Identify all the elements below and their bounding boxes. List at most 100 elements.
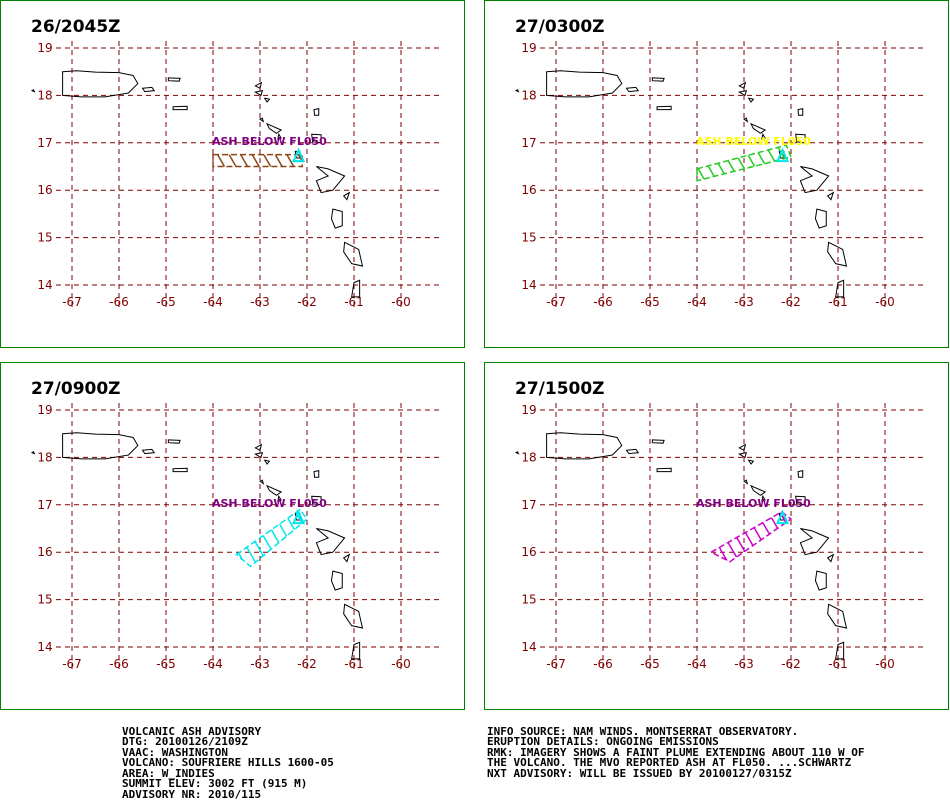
advisory-line: VAAC: WASHINGTON <box>122 745 228 759</box>
lat-tick-label: 18 <box>37 88 52 102</box>
coastline-shape <box>311 495 322 506</box>
coastline-shape <box>277 494 282 502</box>
lon-tick-label: -67 <box>546 295 566 309</box>
lon-tick-label: -64 <box>687 657 707 671</box>
lon-tick-label: -67 <box>546 657 566 671</box>
coastline-shape <box>826 191 835 201</box>
coastline-shape <box>343 241 364 267</box>
advisory-line: ADVISORY NR: 2010/115 <box>122 787 262 801</box>
lon-tick-label: -61 <box>344 657 364 671</box>
advisory-line: DTG: 20100126/2109Z <box>122 735 248 748</box>
coastline-shape <box>330 570 343 591</box>
lon-tick-label: -60 <box>875 295 895 309</box>
advisory-line: SUMMIT ELEV: 3002 FT (915 M) <box>122 777 308 790</box>
ash-level-label: ASH BELOW FL050 <box>696 135 811 148</box>
lat-tick-label: 14 <box>521 278 536 292</box>
coastline-shape <box>254 443 263 452</box>
lon-tick-label: -67 <box>62 295 82 309</box>
coastline-shape <box>749 484 767 496</box>
coastline-shape <box>514 450 520 455</box>
panel-time-label: 26/2045Z <box>31 17 121 37</box>
lat-tick-label: 17 <box>521 136 536 150</box>
ash-level-label: ASH BELOW FL050 <box>212 497 327 510</box>
volcano-marker-icon <box>775 147 790 163</box>
volcano-marker-icon <box>291 147 306 163</box>
coastline-shape <box>795 133 806 144</box>
coastline-shape <box>277 132 282 140</box>
panel-map-svg: -67 -66 -65 -64 -63 -62 -61 -60 19 18 17 16 15 14 ASH … <box>514 403 925 673</box>
lon-tick-label: -63 <box>734 295 754 309</box>
lon-tick-label: -65 <box>640 295 660 309</box>
coastline-shape <box>311 133 322 144</box>
lon-tick-label: -63 <box>250 295 270 309</box>
map-panel-3: 27/0900Z -67 -66 -65 -64 -63 -62 -61 -60 19 18 17 1… <box>0 362 465 710</box>
coastline-shape <box>738 443 747 452</box>
lon-tick-label: -60 <box>391 295 411 309</box>
lon-tick-label: -61 <box>828 657 848 671</box>
panel-time-label: 27/0900Z <box>31 379 121 399</box>
coastline-shape <box>799 528 830 556</box>
lat-tick-label: 16 <box>37 183 52 197</box>
advisory-left-block: VOLCANIC ASH ADVISORY DTG: 20100126/2109Z… <box>122 716 334 811</box>
coastline-shape <box>656 467 672 473</box>
coastline-shape <box>814 570 827 591</box>
coastline-shape <box>651 439 665 444</box>
lat-tick-label: 16 <box>521 183 536 197</box>
advisory-line: THE VOLCANO. THE MVO REPORTED ASH AT FL0… <box>487 756 852 769</box>
advisory-line: INFO SOURCE: NAM WINDS. MONTSERRAT OBSER… <box>487 724 799 738</box>
coastline-shape <box>827 603 848 629</box>
coastline-shape <box>737 90 748 97</box>
lon-tick-label: -64 <box>203 657 223 671</box>
coastline-shape <box>30 450 36 455</box>
lat-tick-label: 18 <box>521 450 536 464</box>
coastline-shape <box>167 77 181 82</box>
advisory-line: AREA: W_INDIES <box>122 766 215 780</box>
advisory-line: VOLCANO: SOUFRIERE HILLS 1600-05 <box>122 756 334 769</box>
coastline-shape <box>351 279 361 298</box>
coastline-shape <box>265 122 283 134</box>
coastline-shape <box>737 452 748 459</box>
coastline-shape <box>747 97 755 103</box>
coastline-shape <box>313 108 320 116</box>
coastline-shape <box>343 603 364 629</box>
coastline-shape <box>141 86 156 93</box>
lat-tick-label: 15 <box>37 231 52 245</box>
panel-map-svg: -67 -66 -65 -64 -63 -62 -61 -60 19 18 17 16 15 14 ASH … <box>30 403 441 673</box>
coastline-shape <box>514 88 520 93</box>
lat-tick-label: 19 <box>37 41 52 55</box>
coastline-shape <box>263 459 271 465</box>
lat-tick-label: 14 <box>37 278 52 292</box>
coastline-shape <box>827 241 848 267</box>
ash-plume-area <box>696 144 793 182</box>
map-panel-4: 27/1500Z -67 -66 -65 -64 -63 -62 -61 -60 19 18 17 1… <box>484 362 949 710</box>
lon-tick-label: -67 <box>62 657 82 671</box>
lat-tick-label: 15 <box>521 593 536 607</box>
coastline-shape <box>263 97 271 103</box>
lon-tick-label: -63 <box>250 657 270 671</box>
panel-map-svg: -67 -66 -65 -64 -63 -62 -61 -60 19 18 17 16 15 14 ASH … <box>30 41 441 311</box>
lon-tick-label: -64 <box>203 295 223 309</box>
coastline-shape <box>62 70 139 98</box>
lat-tick-label: 16 <box>37 545 52 559</box>
lon-tick-label: -62 <box>781 295 801 309</box>
ash-level-label: ASH BELOW FL050 <box>212 135 327 148</box>
coastline-shape <box>625 86 640 93</box>
lat-tick-label: 15 <box>37 593 52 607</box>
advisory-line: ERUPTION DETAILS: ONGOING EMISSIONS <box>487 735 719 748</box>
lat-tick-label: 18 <box>521 88 536 102</box>
lat-tick-label: 16 <box>521 545 536 559</box>
advisory-line: NXT ADVISORY: WILL BE ISSUED BY 20100127… <box>487 766 792 780</box>
lon-tick-label: -65 <box>640 657 660 671</box>
coastline-shape <box>826 553 835 563</box>
lon-tick-label: -65 <box>156 657 176 671</box>
coastline-shape <box>342 553 351 563</box>
map-panel-2: 27/0300Z -67 -66 -65 -64 -63 -62 -61 -60 19 18 17 1… <box>484 0 949 348</box>
lon-tick-label: -64 <box>687 295 707 309</box>
lat-tick-label: 19 <box>521 41 536 55</box>
coastline-shape <box>342 191 351 201</box>
coastline-shape <box>330 208 343 229</box>
advisory-right-block: INFO SOURCE: NAM WINDS. MONTSERRAT OBSER… <box>487 716 865 790</box>
lat-tick-label: 18 <box>37 450 52 464</box>
lat-tick-label: 14 <box>521 640 536 654</box>
lon-tick-label: -66 <box>593 657 613 671</box>
